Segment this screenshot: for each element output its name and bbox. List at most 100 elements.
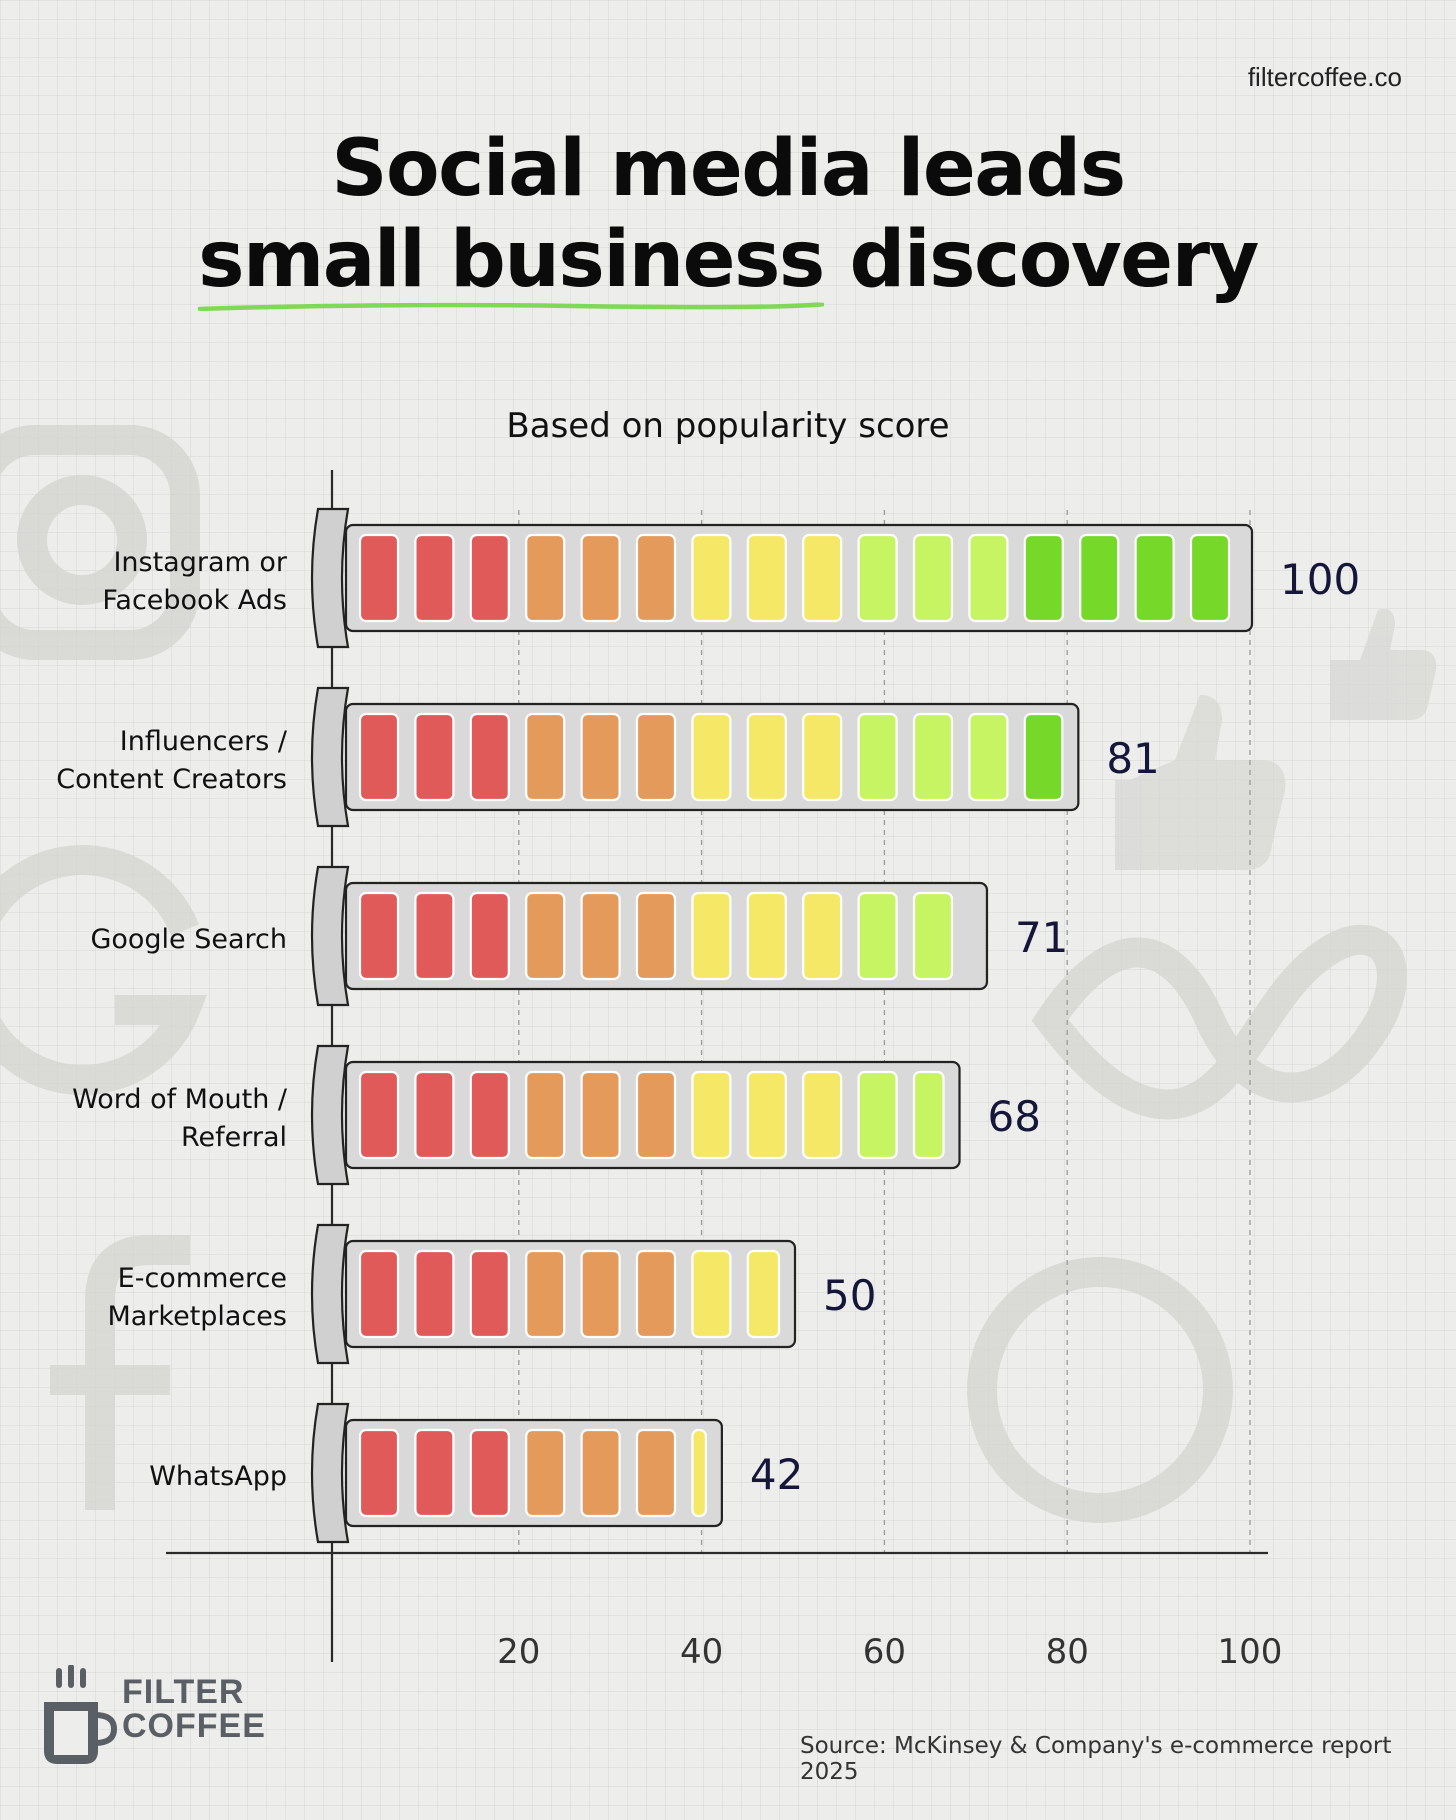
category-label-1-1: Content Creators [56,764,287,795]
bar-0-segment-5 [635,533,677,623]
brand-url[interactable]: filtercoffee.co [1247,62,1402,92]
bar-1-segment-1 [414,712,455,802]
bar-4-segment-0 [358,1249,400,1339]
bar-5-segment-2 [469,1428,510,1518]
logo-wordmark: FILTER COFFEE [122,1675,266,1743]
category-label-0-1: Facebook Ads [102,585,287,616]
logo-line-2: COFFEE [122,1707,266,1745]
bar-1-segment-8 [802,712,843,802]
bar-2-segment-3 [525,891,566,981]
x-tick-label-20: 20 [497,1632,540,1672]
value-label-2: 71 [1015,913,1068,962]
bar-row-1: Influencers / Content Creators 81 [56,686,1160,828]
coffee-cup-icon [44,1665,118,1764]
bar-0-segment-12 [1023,533,1064,623]
x-tick-label-60: 60 [863,1632,906,1672]
bar-2-segment-8 [802,891,843,981]
bar-2-segment-4 [580,891,621,981]
bar-0-segment-7 [746,533,787,623]
bar-cap-1 [310,686,350,828]
bar-0-segment-10 [912,533,954,623]
google-g-icon [0,845,208,1095]
bar-5-segment-0 [358,1428,400,1518]
category-label-2-0: Google Search [90,924,287,955]
bar-cap-4 [310,1223,350,1365]
bar-4-segment-1 [414,1249,455,1339]
bar-3-segment-3 [525,1070,566,1160]
bar-3-segment-9 [857,1070,898,1160]
source-note: Source: McKinsey & Company's e-commerce … [800,1733,1392,1785]
bar-cap-0 [310,507,350,649]
bar-3-segment-8 [802,1070,843,1160]
bar-5-segment-3 [525,1428,566,1518]
bar-1-segment-12 [1023,712,1064,802]
instagram-icon [0,425,200,660]
bar-1-segment-2 [469,712,510,802]
thumbs-up-cuff [1115,780,1135,870]
bar-4-segment-4 [580,1249,621,1339]
chart-title: Social media leads small business discov… [0,124,1456,311]
bar-4-segment-5 [635,1249,677,1339]
bar-1-segment-7 [746,712,787,802]
bar-0-segment-13 [1079,533,1120,623]
title-line-2-rest: discovery [849,215,1260,306]
bar-0-segment-8 [802,533,843,623]
bar-0-segment-11 [968,533,1009,623]
bar-0-segment-4 [580,533,621,623]
chart-subtitle: Based on popularity score [506,406,950,446]
bar-3-segment-2 [469,1070,510,1160]
bar-2-segment-0 [358,891,400,981]
bar-4-segment-6 [691,1249,732,1339]
value-label-3: 68 [988,1092,1041,1141]
bar-4-segment-3 [525,1249,566,1339]
bar-0-segment-9 [857,533,898,623]
x-tick-label-100: 100 [1218,1632,1283,1672]
category-label-3-1: Referral [181,1122,287,1153]
bar-1-segment-9 [857,712,898,802]
bar-row-2: Google Search 71 [90,865,1068,1007]
bar-cap-5 [310,1402,350,1544]
title-line-2: small business discovery [0,215,1456,311]
logo-line-1: FILTER [122,1673,245,1711]
bar-5-segment-4 [580,1428,621,1518]
bar-cap-3 [310,1044,350,1186]
x-tick-label-80: 80 [1046,1632,1089,1672]
bar-3-segment-0 [358,1070,400,1160]
bar-2-segment-6 [691,891,732,981]
bar-0-segment-3 [525,533,566,623]
value-label-5: 42 [750,1450,803,1499]
bar-cap-2 [310,865,350,1007]
bar-3-segment-4 [580,1070,621,1160]
title-highlight: small business [198,215,825,311]
category-label-1-0: Influencers / [120,726,288,757]
bar-1-segment-5 [635,712,677,802]
category-label-5-0: WhatsApp [149,1461,287,1492]
value-label-4: 50 [823,1271,876,1320]
instagram-lens [17,475,147,605]
category-label-0-0: Instagram or [113,547,287,578]
category-label-4-1: Marketplaces [107,1301,287,1332]
bar-row-5: WhatsApp 42 [149,1402,803,1544]
bar-3-segment-10 [912,1070,945,1160]
thumbs-up-icon [1130,695,1286,870]
bar-0-segment-15 [1189,533,1231,623]
thumbs-up-small-icon [1330,609,1437,720]
bar-3-segment-1 [414,1070,455,1160]
category-label-4-0: E-commerce [118,1263,287,1294]
bar-5-segment-1 [414,1428,455,1518]
bar-0-segment-1 [414,533,455,623]
bar-3-segment-5 [635,1070,677,1160]
bar-2-segment-9 [857,891,898,981]
value-label-1: 81 [1106,734,1159,783]
bar-1-segment-3 [525,712,566,802]
bar-0-segment-14 [1134,533,1175,623]
bar-row-0: Instagram or Facebook Ads 100 [102,507,1360,649]
filter-coffee-logo: FILTER COFFEE [40,1665,270,1775]
title-line-1: Social media leads [331,124,1126,214]
bar-0-segment-2 [469,533,510,623]
bar-2-segment-10 [912,891,954,981]
bar-1-segment-11 [968,712,1009,802]
bar-5-segment-5 [635,1428,677,1518]
bar-5-segment-6 [691,1428,707,1518]
